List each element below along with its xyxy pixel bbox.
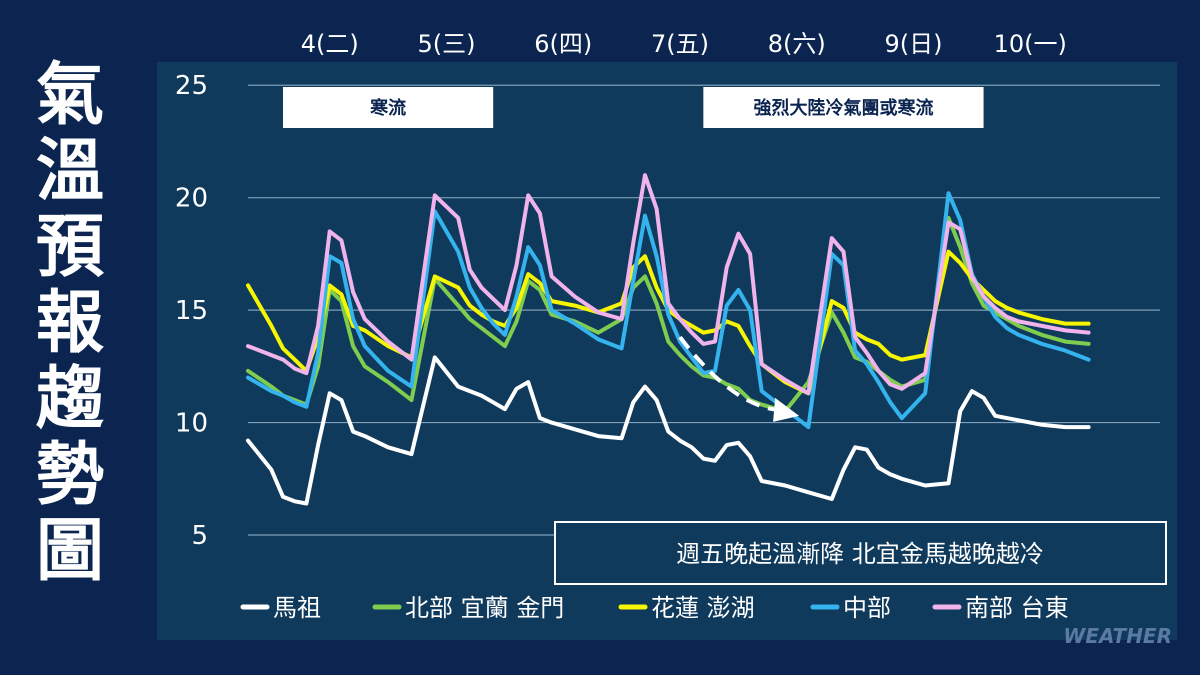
day-label: 10(一) — [994, 30, 1067, 58]
annotation-box: 週五晚起溫漸降 北宜金馬越晚越冷 — [554, 521, 1167, 585]
title-char: 報 — [35, 284, 104, 363]
y-tick-label: 15 — [175, 296, 208, 326]
day-label: 7(五) — [651, 30, 709, 58]
banner-label: 寒流 — [369, 97, 406, 119]
title-char: 溫 — [35, 132, 104, 211]
legend-label: 馬祖 — [273, 594, 321, 622]
day-label: 4(二) — [301, 30, 359, 58]
y-tick-label: 20 — [175, 184, 208, 214]
series-line — [246, 173, 1091, 396]
annotation-border — [554, 521, 1167, 585]
legend: 馬祖 北部 宜蘭 金門 花蓮 澎湖 中部 南部 台東 — [240, 594, 1069, 622]
day-label: 9(日) — [885, 30, 943, 58]
watermark: WEATHER — [1063, 624, 1172, 648]
day-label: 6(四) — [534, 30, 592, 58]
y-tick-label: 5 — [191, 521, 208, 551]
series-line — [246, 355, 1091, 506]
vertical-title: 氣 溫 預 報 趨 勢 圖 — [28, 58, 112, 590]
legend-label: 北部 宜蘭 金門 — [405, 594, 564, 622]
y-axis: 25 20 15 10 5 — [175, 71, 208, 551]
y-tick-label: 25 — [175, 71, 208, 101]
series-lines — [246, 173, 1091, 506]
day-label: 8(六) — [768, 30, 826, 58]
legend-label: 中部 — [843, 594, 891, 622]
banner-box — [703, 87, 984, 128]
y-tick-label: 10 — [175, 409, 208, 439]
title-char: 圖 — [35, 512, 104, 591]
legend-label: 花蓮 澎湖 — [651, 594, 755, 622]
banner-box — [283, 87, 494, 128]
banners: 寒流 強烈大陸冷氣團或寒流 — [283, 87, 984, 128]
title-char: 勢 — [35, 436, 104, 515]
title-char: 預 — [35, 208, 104, 287]
x-axis-days: 4(二) 5(三) 6(四) 7(五) 8(六) 9(日) 10(一) — [301, 30, 1067, 58]
title-char: 趨 — [35, 360, 104, 439]
trend-arrow — [678, 335, 800, 422]
annotation-text: 週五晚起溫漸降 北宜金馬越晚越冷 — [676, 540, 1044, 568]
legend-label: 南部 台東 — [965, 594, 1069, 622]
day-label: 5(三) — [417, 30, 475, 58]
arrow-head — [773, 397, 800, 422]
title-char: 氣 — [35, 56, 104, 135]
arrow-shaft — [678, 335, 778, 412]
banner-label: 強烈大陸冷氣團或寒流 — [753, 97, 933, 119]
